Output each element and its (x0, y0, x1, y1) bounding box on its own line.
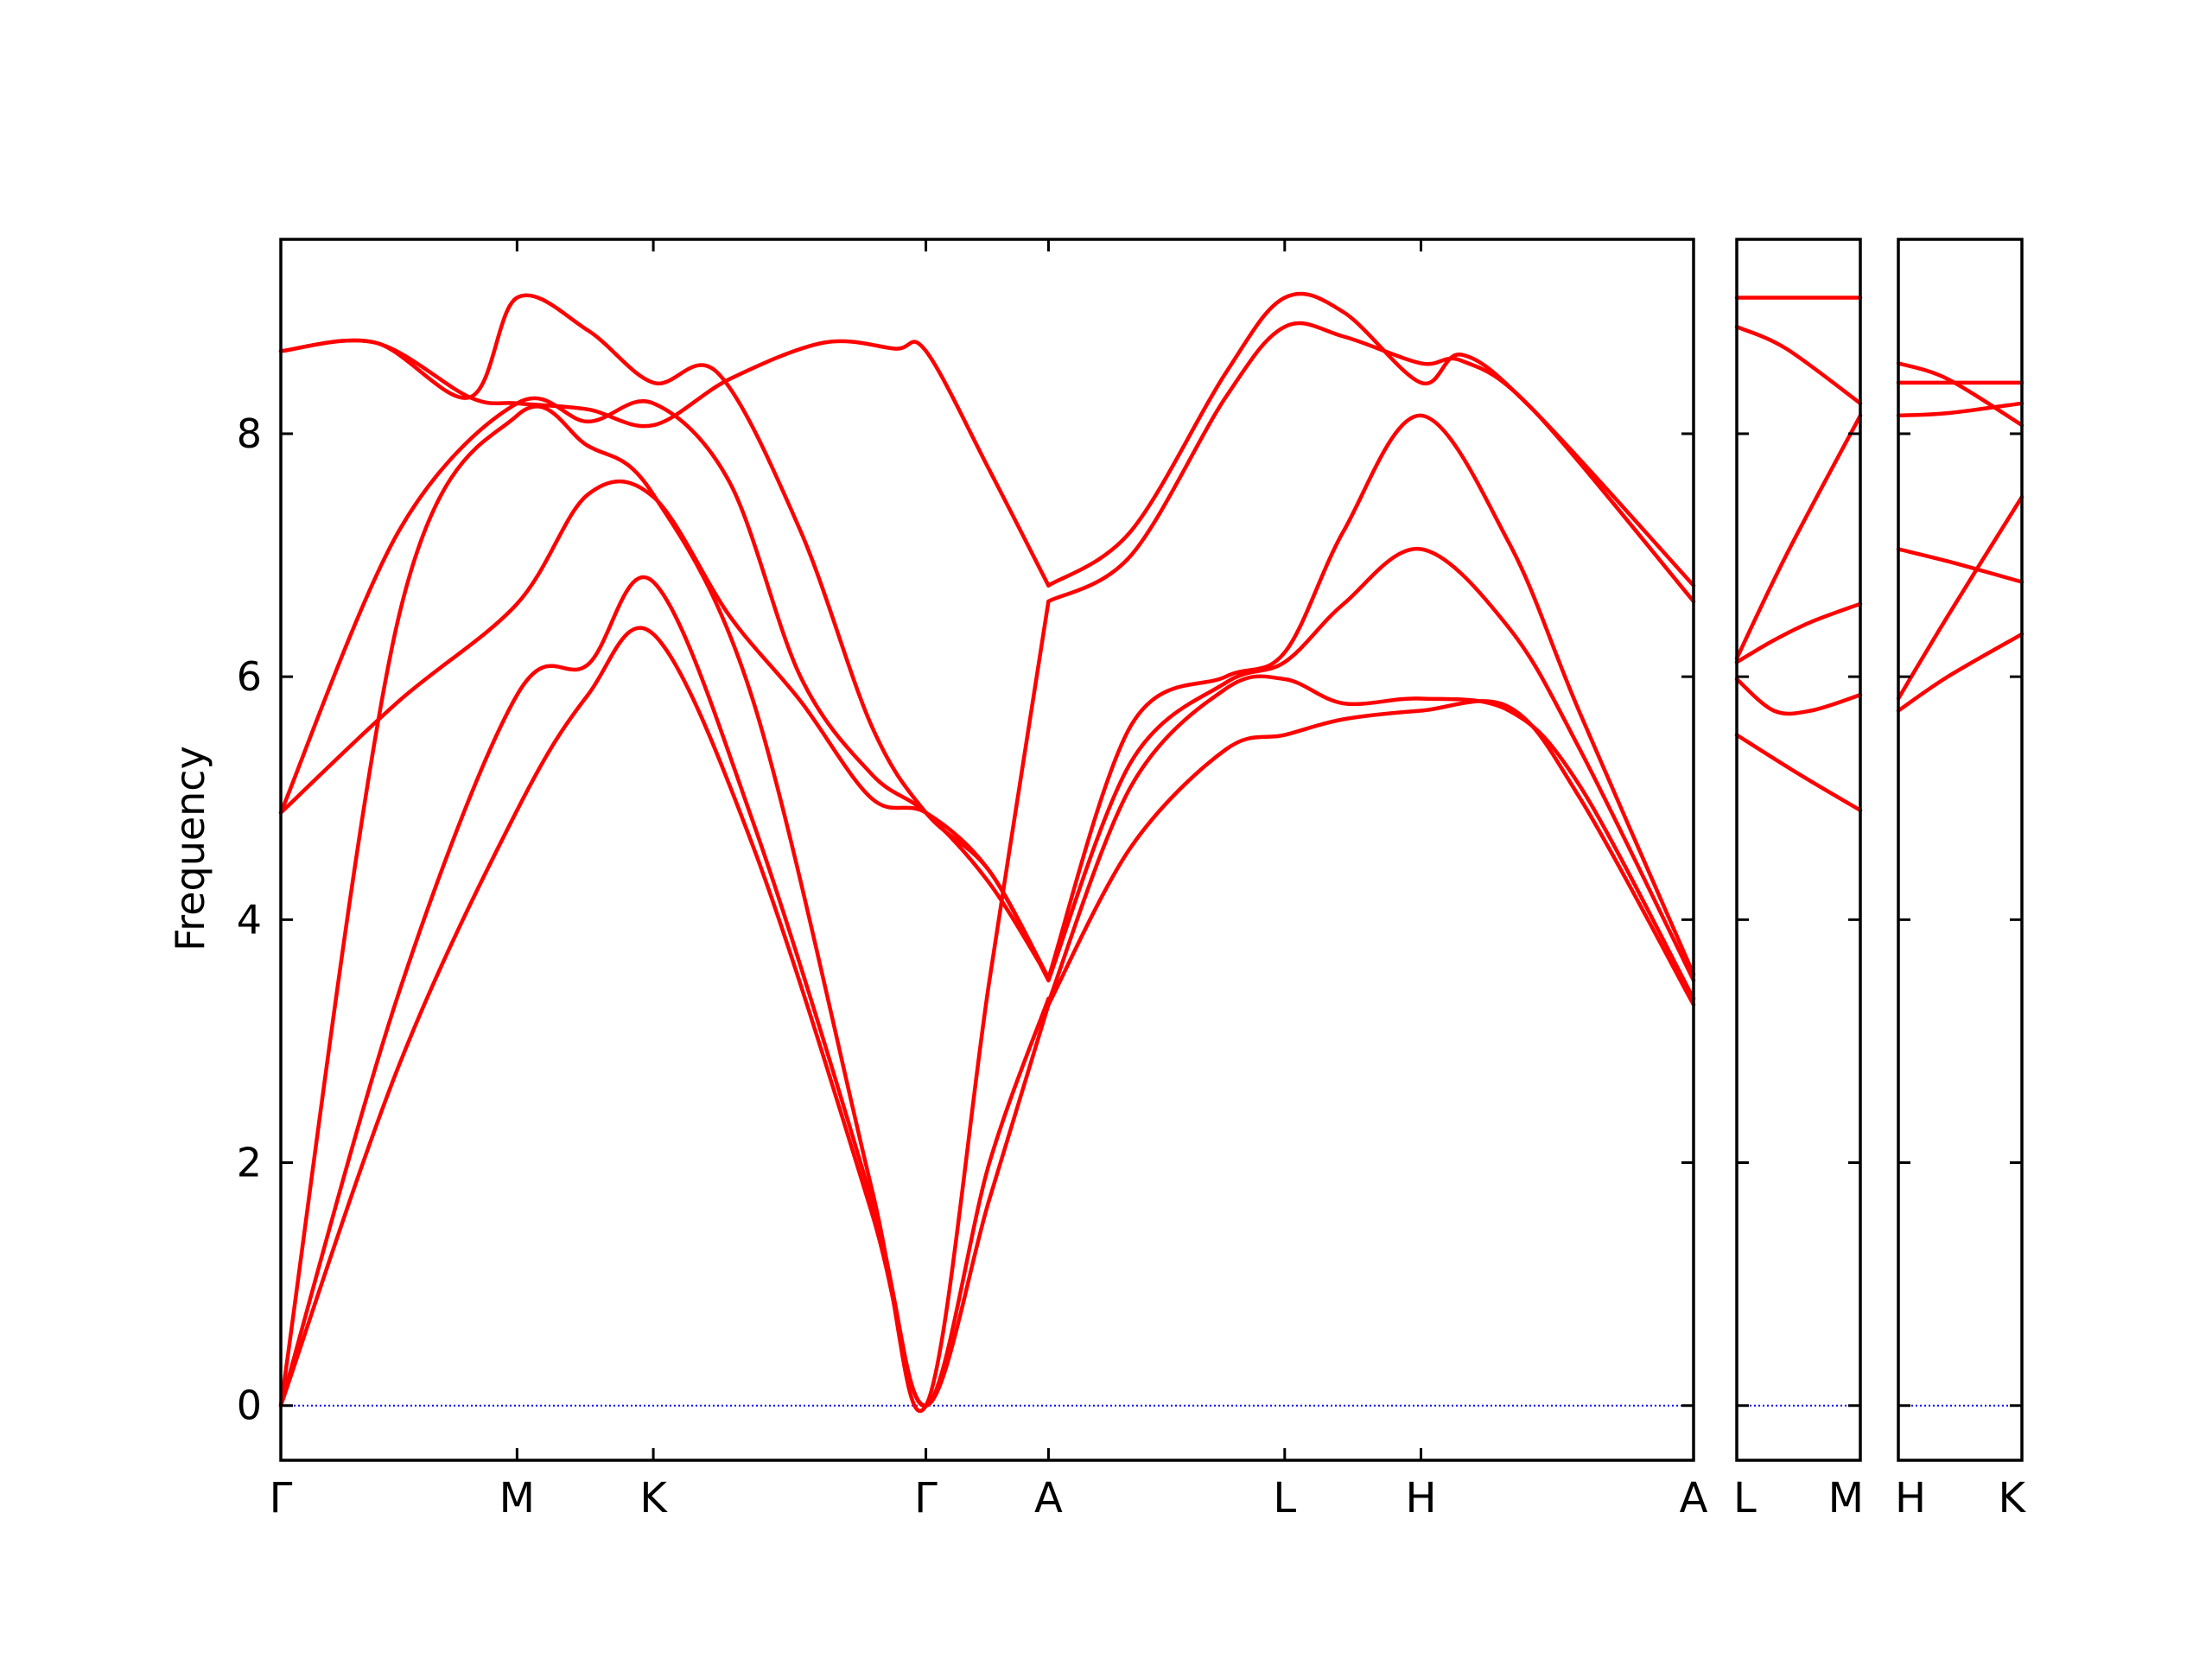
x-tick-label: Γ (914, 1474, 938, 1522)
panel-frame (1735, 238, 1862, 1462)
band-line (1046, 413, 1696, 981)
x-tick-label: K (1999, 1474, 2027, 1522)
band-line (1896, 361, 2024, 428)
x-tick-label: K (639, 1474, 668, 1522)
y-axis-label: Frequency (167, 746, 213, 951)
x-tick-label: Γ (270, 1474, 293, 1522)
y-tick-label: 0 (237, 1382, 262, 1429)
panel-main: 0 2 4 6 8 Γ M K Γ A L H A (237, 238, 1708, 1522)
x-tick-label: M (499, 1474, 535, 1522)
band-line (1896, 632, 2024, 713)
band-line (278, 404, 1051, 1414)
band-line (1046, 291, 1696, 588)
band-line (1896, 547, 2024, 584)
band-line (1734, 677, 1863, 716)
x-tick-label: L (1273, 1474, 1296, 1522)
x-tick-label: L (1733, 1474, 1757, 1522)
panel-frame (279, 238, 1695, 1462)
band-line (1734, 601, 1863, 664)
band-line (278, 338, 1051, 588)
band-line (1046, 674, 1696, 1005)
y-tick-label: 2 (237, 1140, 262, 1186)
band-line (1734, 413, 1863, 661)
band-line (278, 396, 1051, 981)
x-tick-label: A (1680, 1474, 1708, 1522)
panel-frame (1897, 238, 2024, 1462)
band-line (1896, 401, 2024, 418)
x-tick-label: H (1405, 1474, 1436, 1522)
band-line (1896, 494, 2024, 701)
band-line (1046, 547, 1696, 982)
x-tick-label: H (1895, 1474, 1926, 1522)
band-line (1734, 733, 1863, 813)
band-line (278, 479, 1051, 982)
band-line (1046, 699, 1696, 1007)
x-tick-label: M (1828, 1474, 1864, 1522)
y-tick-label: 8 (237, 410, 262, 457)
band-line (278, 575, 1051, 1408)
y-tick-label: 4 (237, 896, 262, 943)
band-line (278, 626, 1051, 1408)
x-tick-label: A (1034, 1474, 1063, 1522)
band-line (1734, 324, 1863, 406)
y-tick-label: 6 (237, 653, 262, 700)
band-line (1046, 321, 1696, 604)
